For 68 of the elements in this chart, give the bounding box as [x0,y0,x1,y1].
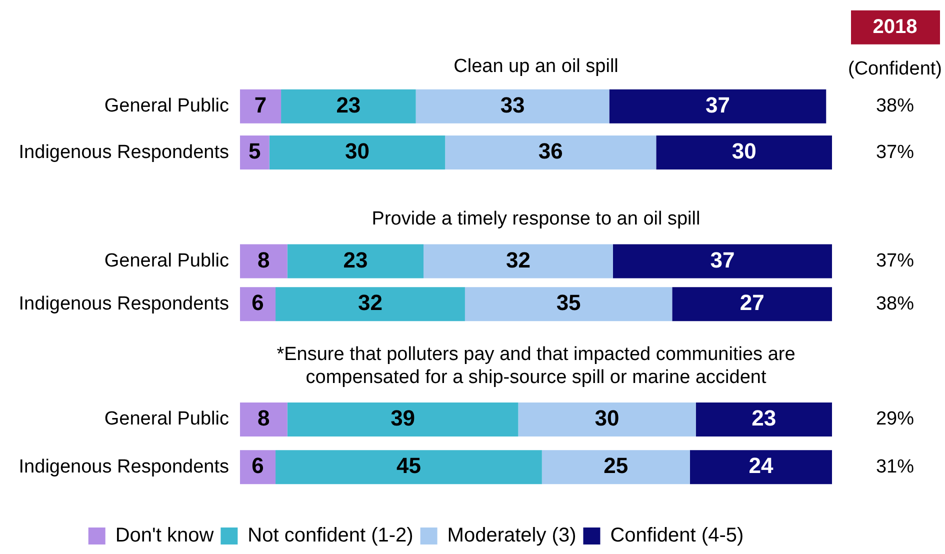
bar [281,89,416,124]
bar [240,287,276,322]
bar [542,450,690,484]
text: 29% [876,408,914,430]
bar [445,136,656,170]
legend-label: Not confident (1-2) [248,524,414,547]
bar [287,244,424,278]
data-label: 35 [556,290,581,316]
bar [609,89,826,124]
data-label: 5 [248,138,261,164]
y-tick-label: Indigenous Respondents [18,456,229,478]
data-label: 24 [748,453,774,478]
bar [287,402,518,436]
bar [240,89,282,124]
data-label: 7 [254,92,267,118]
data-label: 25 [604,453,628,478]
text: (Confident) [848,58,942,80]
data-label: 33 [500,92,525,118]
legend-label: Don't know [115,524,214,547]
data-label: 30 [594,406,620,431]
data-label: 23 [336,92,361,118]
y-tick-label: General Public [104,250,229,272]
bar [672,287,832,322]
chart-title: *Ensure that polluters pay and that impacted communities are compensated for a ship-source spill or marine accident [276,344,796,388]
data-label: 30 [344,138,370,164]
text: 31% [876,456,914,478]
bar [696,402,832,436]
data-label: 23 [752,406,776,431]
bar [269,136,446,170]
data-label: 36 [538,138,563,164]
bar [656,136,832,170]
data-label: 39 [390,406,416,431]
bar [612,244,832,278]
data-label: 8 [258,406,270,431]
text: 37% [876,142,914,163]
bar [416,89,610,124]
bar [464,287,672,322]
chart-title: Clean up an oil spill [454,56,618,78]
text: 2018 [872,16,918,38]
chart-title: Provide a timely response to an oil spill [372,208,700,230]
bar [424,244,613,278]
data-label: 6 [252,290,264,316]
data-label: 45 [396,453,421,478]
y-tick-label: General Public [104,96,229,117]
bar [240,450,276,484]
bar [518,402,696,436]
legend-label: Moderately (3) [447,524,576,547]
data-label: 6 [252,453,264,478]
bar [690,450,832,484]
data-label: 23 [343,247,368,272]
text: 38% [876,293,914,314]
legend-label: Confident (4-5) [610,524,744,547]
bar [240,244,288,278]
text: 38% [876,96,914,117]
y-tick-label: Indigenous Respondents [18,142,229,163]
data-label: 37 [710,247,735,272]
y-tick-label: Indigenous Respondents [18,293,229,314]
data-label: 37 [705,92,730,118]
data-label: 30 [732,138,756,164]
bar [276,450,542,484]
data-label: 32 [358,290,382,316]
y-tick-label: General Public [104,408,229,430]
data-label: 32 [506,247,530,272]
data-label: 8 [258,247,270,272]
text: 37% [876,250,914,272]
bar [276,287,465,322]
data-label: 27 [740,290,764,316]
bar [240,402,288,436]
